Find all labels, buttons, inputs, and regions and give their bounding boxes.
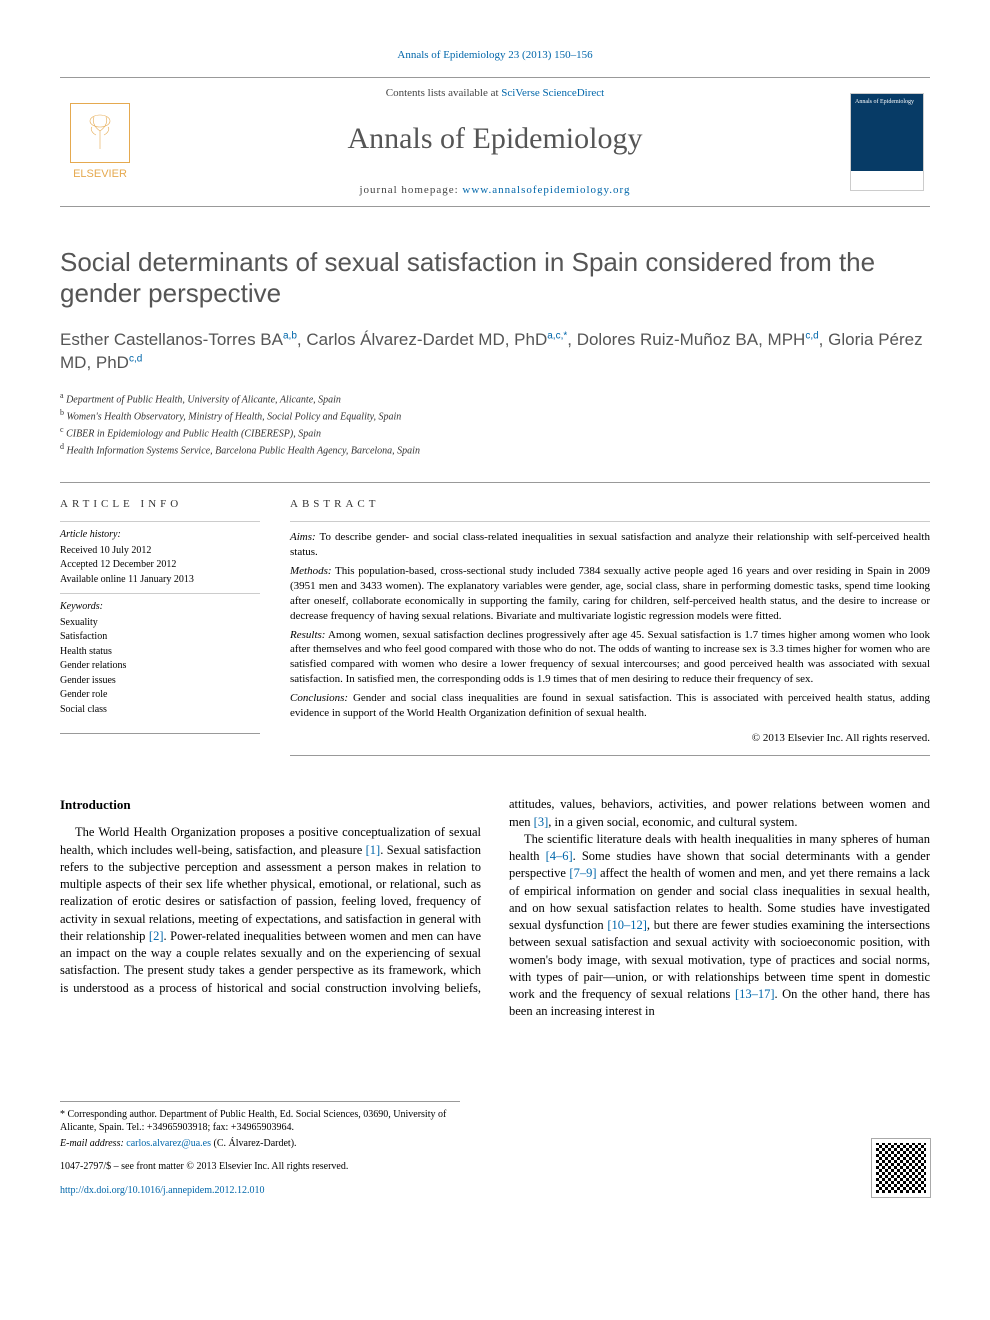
- email-line: E-mail address: carlos.alvarez@ua.es (C.…: [60, 1137, 460, 1151]
- cover-thumb-title: Annals of Epidemiology: [855, 98, 919, 106]
- methods-text: This population-based, cross-sectional s…: [290, 565, 930, 622]
- online-date: Available online 11 January 2013: [60, 573, 260, 587]
- results-text: Among women, sexual satisfaction decline…: [290, 629, 930, 686]
- masthead: ELSEVIER Contents lists available at Sci…: [60, 77, 930, 207]
- affiliation-line: a Department of Public Health, Universit…: [60, 391, 930, 407]
- journal-name: Annals of Epidemiology: [140, 119, 850, 160]
- aims-text: To describe gender- and social class-rel…: [290, 531, 930, 558]
- intro-para-2: The scientific literature deals with hea…: [509, 831, 930, 1021]
- abstract-heading: ABSTRACT: [290, 497, 930, 512]
- email-label: E-mail address:: [60, 1138, 126, 1149]
- front-matter-line: 1047-2797/$ – see front matter © 2013 El…: [60, 1160, 930, 1174]
- email-paren: (C. Álvarez-Dardet).: [211, 1138, 297, 1149]
- email-link[interactable]: carlos.alvarez@ua.es: [126, 1138, 211, 1149]
- scidirect-link[interactable]: SciVerse ScienceDirect: [501, 87, 604, 99]
- citation-line: Annals of Epidemiology 23 (2013) 150–156: [60, 48, 930, 63]
- homepage-link[interactable]: www.annalsofepidemiology.org: [462, 184, 630, 196]
- ref-2[interactable]: [2]: [149, 929, 164, 943]
- qr-code-icon: [872, 1139, 930, 1197]
- contents-available-prefix: Contents lists available at: [386, 87, 501, 99]
- results-label: Results:: [290, 629, 325, 641]
- ref-3[interactable]: [3]: [534, 815, 549, 829]
- methods-label: Methods:: [290, 565, 332, 577]
- ref-4-6[interactable]: [4–6]: [546, 849, 573, 863]
- copyright-line: © 2013 Elsevier Inc. All rights reserved…: [290, 731, 930, 746]
- keyword: Gender issues: [60, 674, 260, 688]
- authors: Esther Castellanos-Torres BAa,b, Carlos …: [60, 329, 930, 375]
- footnotes: * Corresponding author. Department of Pu…: [60, 1101, 460, 1151]
- abstract-column: ABSTRACT Aims: To describe gender- and s…: [290, 497, 930, 757]
- ref-7-9[interactable]: [7–9]: [569, 866, 596, 880]
- keyword: Satisfaction: [60, 630, 260, 644]
- introduction-heading: Introduction: [60, 796, 481, 814]
- publisher-name: ELSEVIER: [73, 167, 127, 182]
- conclusions-text: Gender and social class inequalities are…: [290, 692, 930, 719]
- aims-label: Aims:: [290, 531, 316, 543]
- journal-homepage: journal homepage: www.annalsofepidemiolo…: [140, 183, 850, 198]
- keywords-label: Keywords:: [60, 600, 260, 614]
- accepted-date: Accepted 12 December 2012: [60, 558, 260, 572]
- article-body: Introduction The World Health Organizati…: [60, 796, 930, 1020]
- affiliations: a Department of Public Health, Universit…: [60, 391, 930, 457]
- contents-available: Contents lists available at SciVerse Sci…: [140, 86, 850, 101]
- homepage-prefix: journal homepage:: [359, 184, 462, 196]
- ref-13-17[interactable]: [13–17]: [735, 987, 775, 1001]
- doi-link[interactable]: http://dx.doi.org/10.1016/j.annepidem.20…: [60, 1184, 930, 1198]
- article-info-heading: ARTICLE INFO: [60, 497, 260, 512]
- elsevier-tree-icon: [70, 103, 130, 163]
- publisher-block: ELSEVIER: [60, 103, 140, 182]
- corresponding-author: * Corresponding author. Department of Pu…: [60, 1108, 460, 1135]
- keyword: Sexuality: [60, 616, 260, 630]
- keyword: Health status: [60, 645, 260, 659]
- keyword: Gender relations: [60, 659, 260, 673]
- ref-10-12[interactable]: [10–12]: [607, 918, 647, 932]
- affiliation-line: b Women's Health Observatory, Ministry o…: [60, 408, 930, 424]
- ref-1[interactable]: [1]: [366, 843, 381, 857]
- keyword: Social class: [60, 703, 260, 717]
- affiliation-line: c CIBER in Epidemiology and Public Healt…: [60, 425, 930, 441]
- received-date: Received 10 July 2012: [60, 544, 260, 558]
- affiliation-line: d Health Information Systems Service, Ba…: [60, 442, 930, 458]
- history-label: Article history:: [60, 528, 260, 542]
- conclusions-label: Conclusions:: [290, 692, 348, 704]
- cover-thumbnail: Annals of Epidemiology: [850, 93, 930, 191]
- article-title: Social determinants of sexual satisfacti…: [60, 247, 930, 309]
- keyword: Gender role: [60, 688, 260, 702]
- article-info-column: ARTICLE INFO Article history: Received 1…: [60, 497, 260, 757]
